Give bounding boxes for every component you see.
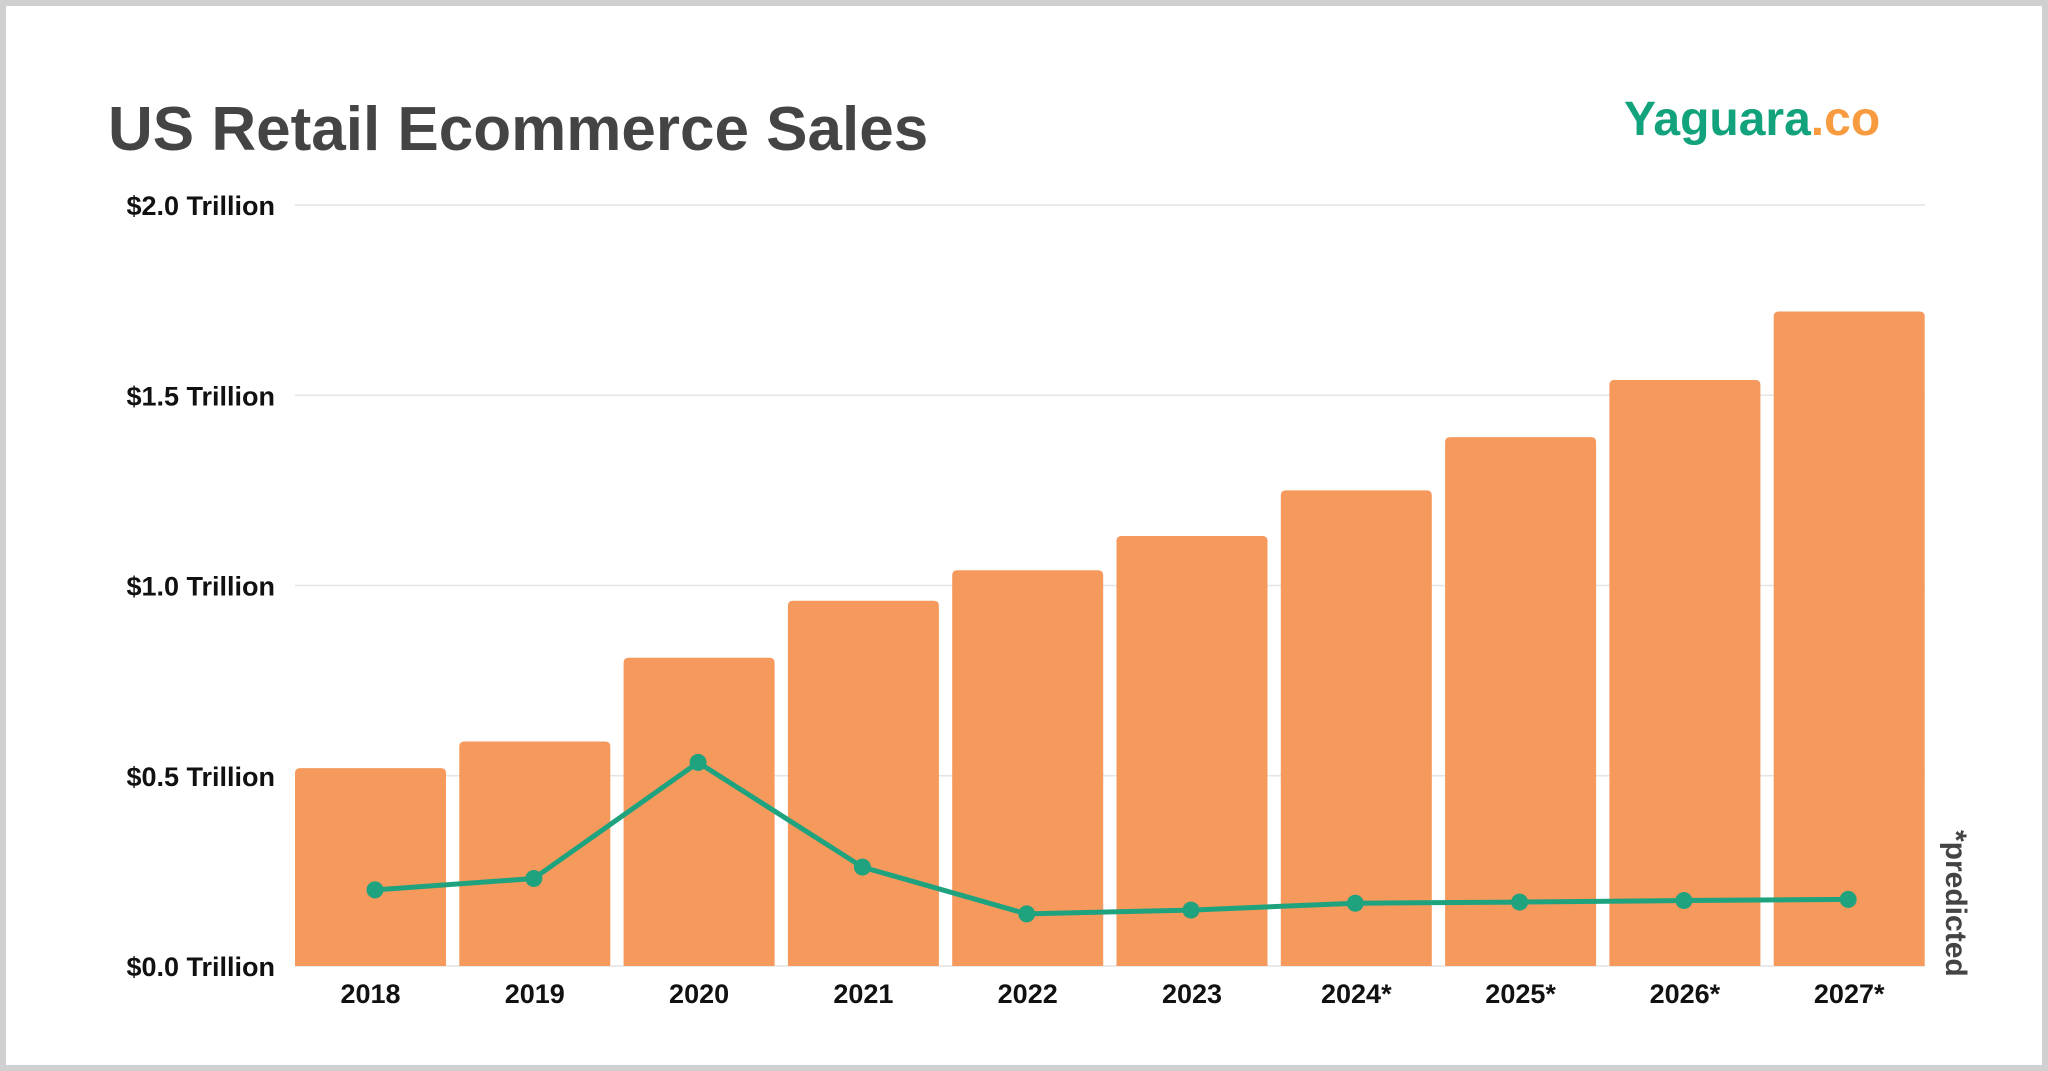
- brand-name: Yaguara: [1624, 93, 1811, 146]
- line-point: [1839, 890, 1857, 908]
- bar: [459, 741, 611, 966]
- x-tick-label: 2019: [505, 979, 565, 1009]
- line-point: [366, 881, 384, 899]
- line-point: [525, 869, 543, 887]
- bar: [295, 768, 446, 966]
- y-tick-label: $0.5 Trillion: [126, 762, 275, 792]
- bar: [1445, 437, 1597, 967]
- x-tick-label: 2027*: [1814, 979, 1885, 1009]
- bar: [1116, 536, 1268, 966]
- x-tick-label: 2021: [833, 979, 893, 1009]
- y-tick-label: $1.0 Trillion: [126, 572, 275, 602]
- y-tick-label: $1.5 Trillion: [126, 381, 275, 411]
- brand-suffix: .co: [1811, 93, 1880, 146]
- x-tick-label: 2023: [1162, 979, 1222, 1009]
- line-point: [1511, 893, 1529, 911]
- line-point: [689, 753, 707, 771]
- x-tick-label: 2018: [340, 979, 400, 1009]
- line-series: [374, 759, 1849, 917]
- line-point: [1018, 905, 1036, 923]
- bar: [623, 657, 775, 966]
- line-point: [1675, 892, 1693, 910]
- line-point: [1346, 894, 1364, 912]
- bar: [952, 570, 1104, 966]
- x-tick-label: 2024*: [1321, 979, 1392, 1009]
- bar: [1609, 380, 1761, 966]
- predicted-note: *predicted: [1939, 830, 1972, 977]
- x-tick-label: 2022: [998, 979, 1058, 1009]
- chart-title: US Retail Ecommerce Sales: [108, 95, 928, 164]
- line-point: [853, 858, 871, 876]
- bar: [1773, 311, 1925, 966]
- x-tick-label: 2025*: [1485, 979, 1556, 1009]
- bar: [1280, 490, 1432, 966]
- bar: [787, 600, 939, 966]
- y-tick-label: $2.0 Trillion: [126, 191, 275, 221]
- x-tick-label: 2026*: [1650, 979, 1721, 1009]
- line-point: [1182, 901, 1200, 919]
- brand-logo: Yaguara.co: [1624, 93, 1880, 146]
- y-tick-label: $0.0 Trillion: [126, 952, 275, 982]
- x-tick-label: 2020: [669, 979, 729, 1009]
